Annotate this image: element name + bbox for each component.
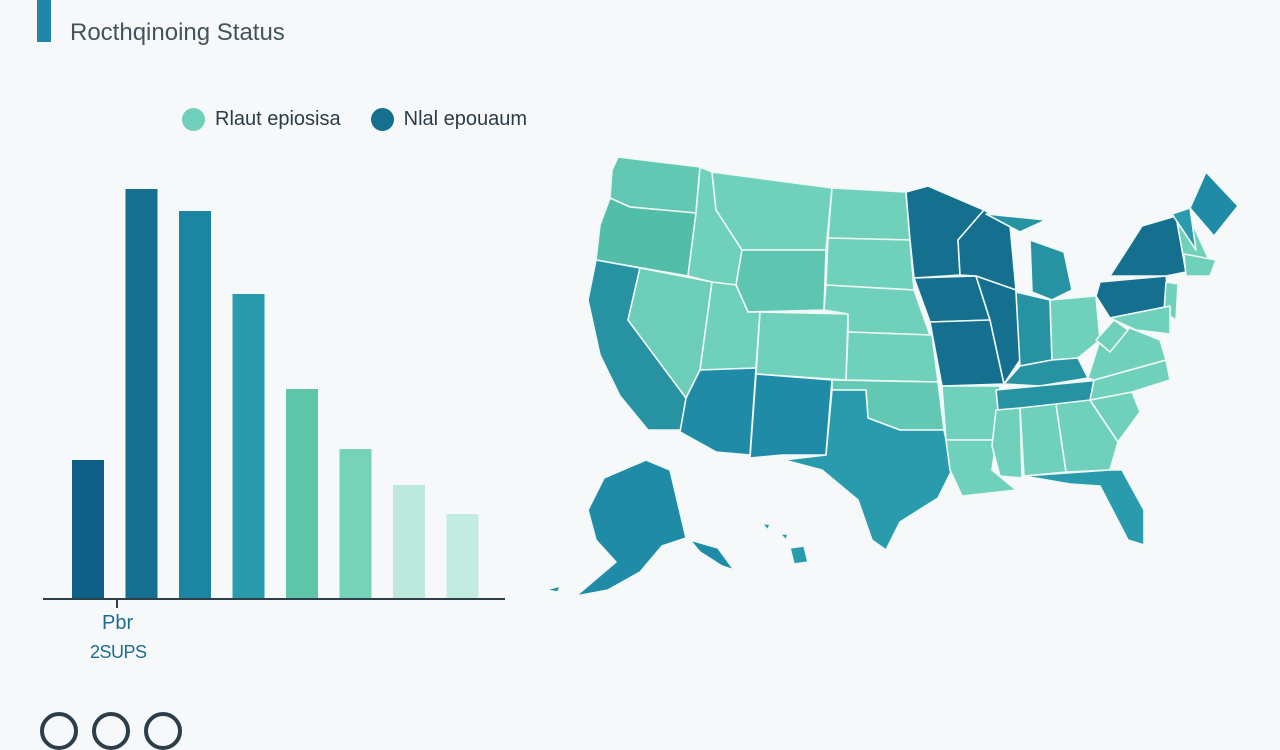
legend-label-2: Nlal epouaum xyxy=(403,108,528,130)
state-alaska-islands xyxy=(545,539,735,593)
legend-swatch-dark xyxy=(370,108,394,131)
circle-icon xyxy=(144,712,182,750)
state-florida xyxy=(1023,469,1145,546)
state-maine xyxy=(1189,171,1239,237)
state-indiana xyxy=(1015,291,1053,367)
bar-3 xyxy=(179,211,211,599)
state-texas xyxy=(783,389,953,551)
title-accent-bar xyxy=(37,0,51,42)
bar-5 xyxy=(286,389,318,599)
circle-icon xyxy=(92,712,130,750)
legend: Rlaut epiosisa Nlal epouaum xyxy=(182,108,527,131)
bar-4 xyxy=(232,294,265,599)
x-axis-label: Pbr xyxy=(102,612,134,634)
state-mississippi xyxy=(991,407,1023,479)
legend-item-2: Nlal epouaum xyxy=(370,108,528,131)
state-hawaii xyxy=(761,523,809,565)
state-new-york xyxy=(1109,215,1187,277)
state-kansas xyxy=(845,331,939,383)
bar-1 xyxy=(72,460,104,599)
x-axis-sublabel: 2SUPS xyxy=(90,642,147,662)
us-map xyxy=(545,156,1239,597)
state-georgia xyxy=(1055,399,1119,473)
state-michigan xyxy=(985,213,1073,301)
state-vermont-nh xyxy=(1171,207,1197,251)
state-colorado xyxy=(755,311,849,381)
state-massachusetts-ct xyxy=(1183,253,1217,277)
state-west-virginia xyxy=(1095,319,1129,353)
legend-label-1: Rlaut epiosisa xyxy=(215,108,341,130)
state-arkansas xyxy=(941,385,1001,441)
bar-8 xyxy=(446,514,479,599)
page-subtitle: Rocthqinoing Status xyxy=(70,19,285,46)
state-alaska xyxy=(575,459,687,597)
state-illinois xyxy=(975,275,1021,385)
bar-7 xyxy=(393,485,425,599)
bar-2 xyxy=(125,189,158,599)
bar-chart xyxy=(43,189,505,608)
state-new-mexico xyxy=(749,373,833,459)
state-maryland-delaware xyxy=(1109,305,1171,335)
bottom-circle-row xyxy=(40,712,182,750)
bar-6 xyxy=(339,449,372,599)
legend-swatch-light xyxy=(182,108,205,131)
circle-icon xyxy=(40,712,78,750)
state-wyoming xyxy=(735,249,827,313)
legend-item-1: Rlaut epiosisa xyxy=(182,108,341,131)
state-ohio xyxy=(1049,295,1101,361)
state-south-dakota xyxy=(825,237,915,291)
state-north-dakota xyxy=(827,187,911,241)
